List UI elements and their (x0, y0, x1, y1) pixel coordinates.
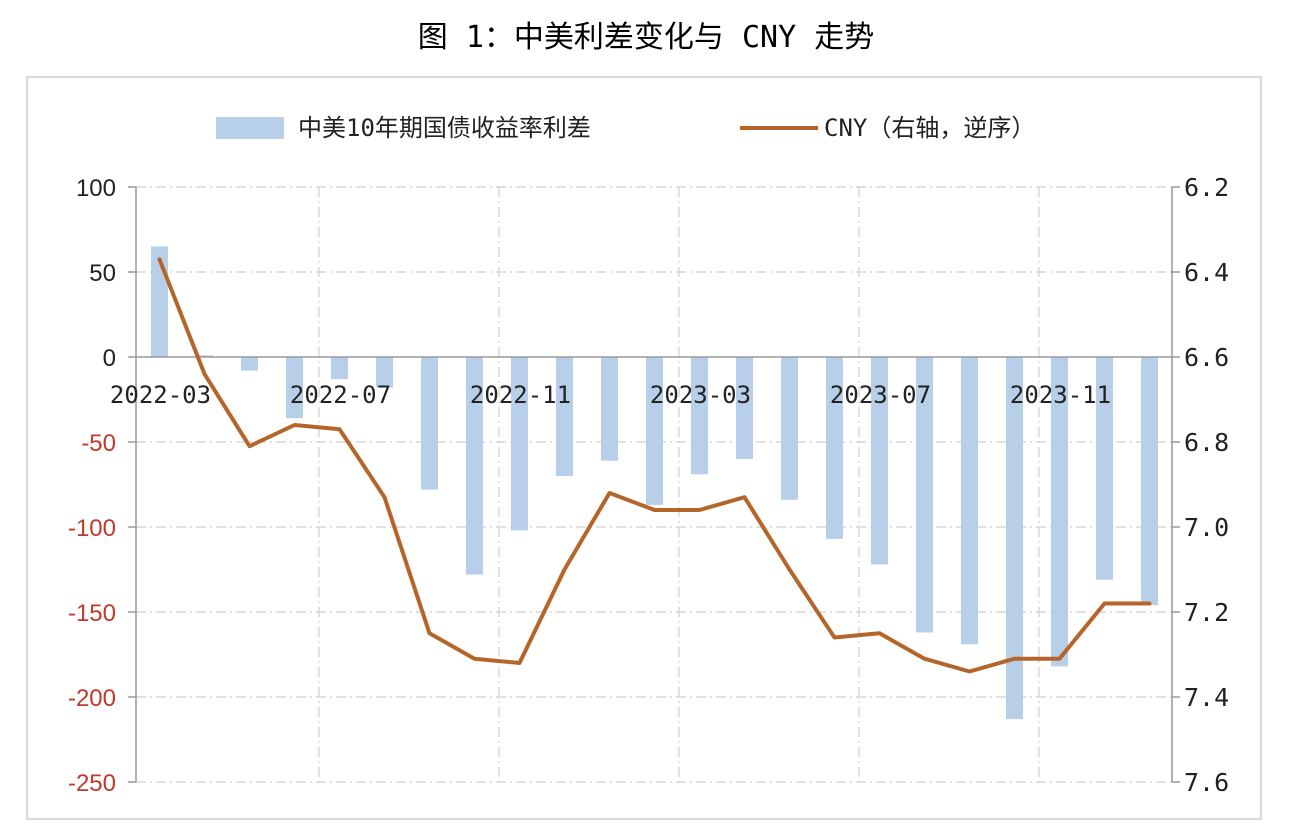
right-tick-label: 7.0 (1184, 513, 1229, 542)
chart-title: 图 1：中美利差变化与 CNY 走势 (417, 20, 875, 55)
right-tick-label: 6.8 (1184, 428, 1229, 457)
chart-frame (26, 76, 1262, 820)
left-tick-label: -200 (68, 685, 116, 712)
bar (331, 357, 348, 380)
bar (511, 357, 528, 531)
x-tick-label: 2022-07 (290, 381, 391, 409)
left-tick-label: -250 (68, 770, 116, 797)
grid-lines (136, 186, 1172, 783)
cny-line (157, 257, 1152, 674)
bar (781, 357, 798, 500)
right-tick-label: 7.4 (1184, 683, 1229, 712)
bar-series (151, 246, 1158, 720)
legend-label-spread: 中美10年期国债收益率利差 (298, 114, 591, 142)
x-tick-label: 2023-07 (830, 381, 931, 409)
axes (128, 186, 1180, 783)
bar (466, 357, 483, 575)
bar (646, 357, 663, 505)
left-tick-label: -50 (81, 430, 116, 457)
legend-label-cny: CNY（右轴，逆序） (824, 114, 1035, 142)
bar (376, 357, 393, 388)
bar (421, 357, 438, 490)
bar (601, 357, 618, 461)
x-tick-label: 2023-03 (650, 381, 751, 409)
bar (286, 357, 303, 419)
legend: 中美10年期国债收益率利差 CNY（右轴，逆序） (216, 114, 1035, 142)
x-tick-label: 2022-11 (470, 381, 571, 409)
right-tick-label: 7.6 (1184, 768, 1229, 797)
bar (916, 357, 933, 633)
bar (241, 357, 258, 371)
bar (556, 357, 573, 476)
left-tick-label: 0 (103, 345, 116, 372)
bar (1006, 357, 1023, 720)
bar (961, 357, 978, 645)
bar (196, 355, 213, 357)
bar (691, 357, 708, 475)
bar (736, 357, 753, 459)
x-tick-label: 2022-03 (110, 381, 211, 409)
left-tick-label: 100 (76, 175, 116, 202)
legend-swatch-bar (216, 117, 284, 139)
bar (1051, 357, 1068, 667)
left-tick-label: 50 (89, 260, 116, 287)
x-tick-label: 2023-11 (1010, 381, 1111, 409)
right-tick-label: 6.6 (1184, 343, 1229, 372)
tick-labels: 100 50 0 -50 -100 -150 -200 -250 6.2 6.4 6.6 6.8 7.0… (68, 173, 1229, 797)
right-tick-label: 7.2 (1184, 598, 1229, 627)
left-tick-label: -100 (68, 515, 116, 542)
bar (1096, 357, 1113, 580)
left-tick-label: -150 (68, 600, 116, 627)
line-series (157, 257, 1152, 674)
right-tick-label: 6.2 (1184, 173, 1229, 202)
bar (826, 357, 843, 539)
bar (871, 357, 888, 565)
bar (1141, 357, 1158, 606)
right-tick-label: 6.4 (1184, 258, 1229, 287)
